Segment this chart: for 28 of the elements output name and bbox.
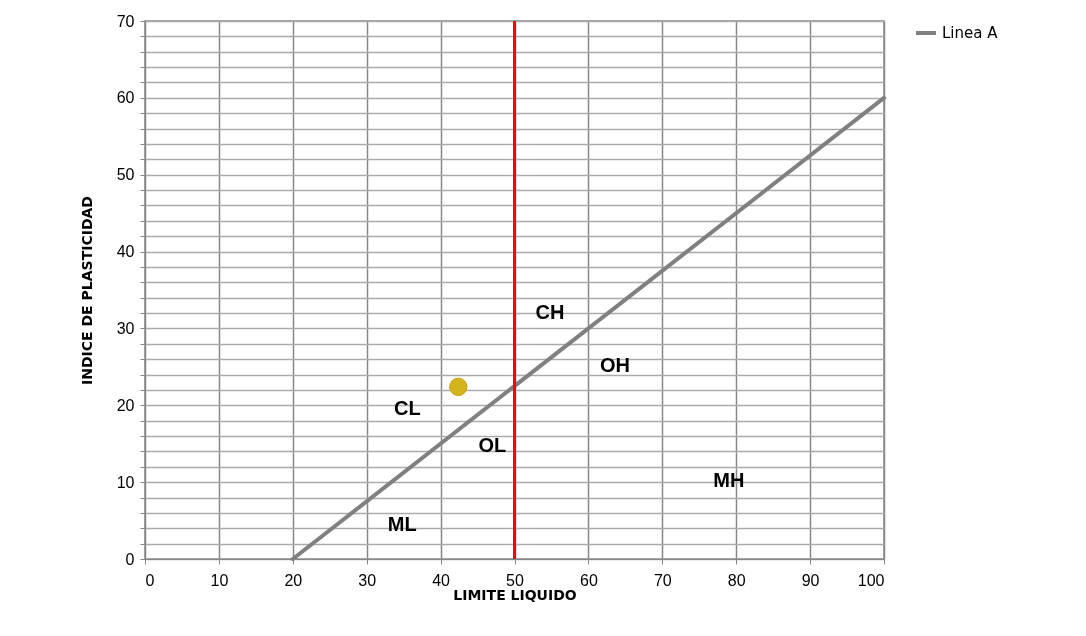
x-tick-label: 40: [432, 571, 451, 589]
x-tick-label: 90: [801, 571, 820, 589]
x-tick-label: 100: [857, 571, 885, 589]
annotation: MH: [713, 468, 745, 491]
y-tick-label: 0: [125, 550, 135, 568]
legend-label: Linea A: [942, 24, 999, 42]
y-tick-label: 30: [116, 319, 135, 337]
y-tick-label: 20: [116, 396, 135, 414]
x-axis-title: LIMITE LIQUIDO: [453, 586, 577, 603]
x-tick-label: 20: [284, 571, 303, 589]
annotation: ML: [387, 513, 417, 536]
x-tick-label: 10: [210, 571, 229, 589]
y-tick-label: 50: [116, 166, 135, 184]
x-tick-label: 0: [145, 571, 155, 589]
y-tick-label: 70: [116, 12, 135, 30]
y-axis-title: INDICE DE PLASTICIDAD: [78, 196, 95, 385]
y-tick-label: 60: [116, 89, 135, 107]
y-tick-label: 40: [116, 243, 135, 261]
annotation: OL: [478, 434, 507, 457]
x-tick-label: 30: [358, 571, 377, 589]
annotation: OH: [600, 354, 630, 377]
annotation: CL: [394, 397, 421, 420]
x-tick-label: 80: [727, 571, 746, 589]
y-tick-label: 10: [116, 473, 135, 491]
x-tick-label: 60: [580, 571, 598, 589]
annotation: CH: [535, 301, 565, 324]
x-tick-label: 70: [653, 571, 672, 589]
x-tick-label: 50: [506, 571, 524, 589]
